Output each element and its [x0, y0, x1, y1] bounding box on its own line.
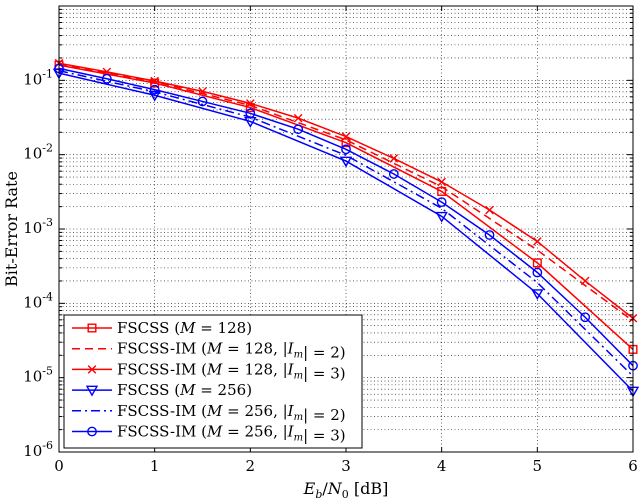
legend-label: FSCSS (M = 128): [117, 319, 252, 337]
x-tick-label: 4: [437, 457, 447, 475]
legend-label: FSCSS-IM (M = 128, |Im| = 3): [117, 360, 346, 382]
legend-label: FSCSS (M = 256): [117, 381, 252, 399]
data-point: [102, 67, 112, 77]
legend-label: FSCSS-IM (M = 256, |Im| = 3): [117, 423, 346, 445]
data-point: [341, 144, 351, 155]
legend: FSCSS (M = 128) FSCSS-IM (M = 128, |Im| =…: [63, 314, 363, 449]
data-point: [198, 87, 207, 96]
legend-item: FSCSS-IM (M = 256, |Im| = 2): [72, 402, 346, 424]
series-3: [54, 58, 638, 323]
data-point: [388, 169, 399, 179]
data-point: [532, 267, 543, 278]
data-point: [580, 312, 591, 323]
legend-item: FSCSS (M = 128): [72, 319, 252, 337]
data-point: [339, 156, 353, 168]
data-point: [150, 76, 159, 86]
series-line: [58, 72, 634, 392]
data-point: [485, 205, 494, 215]
data-point: [531, 289, 544, 301]
y-tick-label: 10-3: [23, 216, 53, 237]
y-tick-label: 10-6: [23, 439, 53, 460]
x-axis-label: Eb/N0 [dB]: [303, 479, 389, 501]
series-5: [58, 69, 634, 377]
axis-labels: 0 1 2 3 4 5 6 10-6 10-5 10-4 10-3 10-2 10-1 Eb/N0 [dB…: [2, 67, 638, 501]
data-point: [246, 99, 255, 108]
series-line: [58, 67, 634, 367]
legend-marker: [87, 426, 97, 437]
x-tick-label: 3: [341, 457, 351, 475]
legend-marker: [87, 323, 97, 333]
axis-ticks: [58, 5, 634, 453]
legend-item: FSCSS-IM (M = 128, |Im| = 3): [72, 360, 346, 382]
legend-label: FSCSS-IM (M = 128, |Im| = 2): [117, 340, 346, 362]
legend-marker: [87, 365, 97, 374]
data-point: [436, 197, 447, 208]
legend-box: [63, 314, 363, 449]
x-tick-label: 6: [628, 457, 638, 475]
legend-item: FSCSS (M = 256): [72, 381, 252, 399]
data-point: [149, 84, 160, 95]
data-point: [197, 96, 208, 107]
data-point: [533, 237, 542, 246]
data-point: [101, 73, 112, 84]
y-tick-label: 10-4: [23, 290, 53, 311]
data-point: [532, 258, 542, 268]
series-6: [54, 63, 638, 371]
data-point: [341, 132, 351, 141]
y-axis-label: Bit-Error Rate: [2, 171, 21, 287]
data-point: [437, 177, 446, 187]
legend-label: FSCSS-IM (M = 256, |Im| = 2): [117, 402, 346, 424]
y-tick-label: 10-5: [23, 365, 53, 386]
series-line: [58, 69, 634, 377]
data-point: [245, 108, 256, 119]
series-line: [58, 64, 634, 350]
data-point: [389, 154, 399, 163]
data-point: [293, 124, 304, 135]
legend-item: FSCSS-IM (M = 256, |Im| = 3): [72, 423, 346, 445]
x-tick-label: 2: [246, 457, 256, 475]
x-tick-label: 1: [150, 457, 160, 475]
legend-marker: [85, 385, 99, 397]
data-point: [435, 211, 448, 223]
y-tick-label: 10-2: [23, 142, 53, 163]
series-1: [54, 60, 638, 354]
legend-item: FSCSS-IM (M = 128, |Im| = 2): [72, 340, 346, 362]
data-point: [484, 230, 495, 240]
data-point: [150, 78, 160, 88]
data-point: [293, 113, 303, 123]
y-tick-label: 10-1: [23, 67, 53, 88]
data-point: [580, 276, 590, 286]
data-point: [341, 138, 351, 148]
x-tick-label: 5: [533, 457, 543, 475]
x-tick-label: 0: [54, 457, 64, 475]
